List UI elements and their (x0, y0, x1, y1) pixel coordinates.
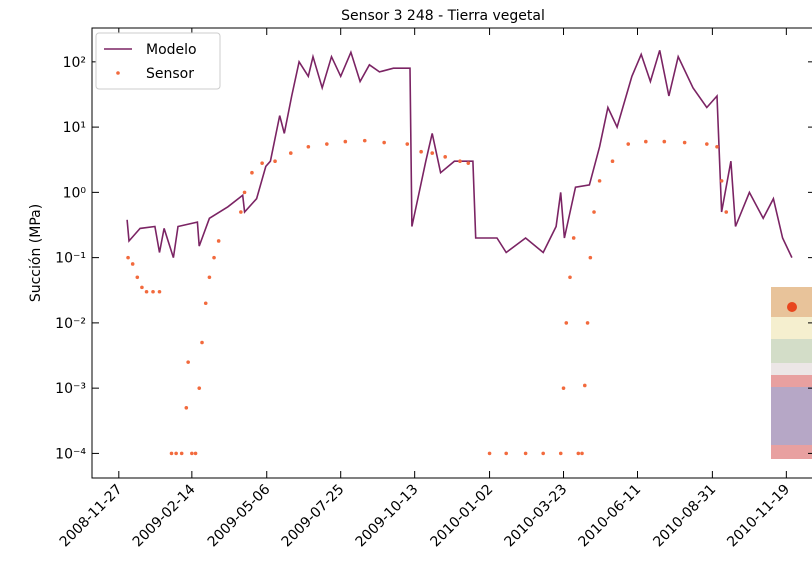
sensor-point (193, 451, 198, 456)
x-tick-label: 2009-10-13 (353, 482, 422, 551)
sensor-point (597, 179, 602, 183)
plot-frame (91, 27, 812, 479)
layer (771, 363, 812, 375)
sensor-point (239, 210, 243, 214)
sensor-point (582, 383, 587, 388)
sensor-point (405, 142, 410, 146)
sensor-point (466, 161, 471, 165)
sensor-point (184, 405, 189, 410)
chart-title: Sensor 3 248 - Tierra vegetal (341, 8, 545, 24)
legend: Modelo Sensor (95, 32, 221, 90)
x-tick-label: 2010-06-11 (575, 482, 644, 551)
sensor-point (662, 139, 667, 144)
y-tick-label: 10⁻⁴ (55, 446, 86, 462)
sensor-point (203, 301, 208, 306)
sensor-point (504, 451, 508, 456)
sensor-point (719, 179, 724, 183)
sensor-point (250, 170, 254, 175)
y-tick-label: 10⁻³ (55, 381, 86, 397)
sensor-point (487, 451, 492, 456)
layer (771, 317, 812, 339)
sensor-point (130, 262, 135, 266)
sensor-point (682, 140, 687, 145)
sensor-point (561, 386, 566, 390)
sensor-point (715, 144, 719, 149)
x-tick-label: 2009-07-25 (279, 482, 348, 551)
sensor-point (343, 139, 348, 144)
sensor-point (382, 140, 386, 145)
layer-marker (787, 302, 797, 312)
y-axis-label: Succión (MPa) (28, 204, 44, 302)
sensor-point (458, 159, 462, 164)
sensor-point (216, 239, 221, 243)
sensor-point (174, 451, 178, 456)
sensor-point (592, 210, 596, 214)
sensor-point (242, 190, 247, 195)
y-tick-label: 10¹ (63, 120, 86, 136)
layer (771, 445, 812, 459)
x-tick-label: 2009-02-14 (130, 481, 199, 550)
sensor-point (273, 159, 277, 164)
sensor-point (169, 451, 174, 456)
x-tick-label: 2008-11-27 (57, 482, 126, 551)
sensor-point (564, 321, 569, 325)
x-tick-label: 2010-08-31 (650, 482, 719, 551)
sensor-point (571, 236, 576, 240)
legend-box (95, 32, 221, 90)
sensor-point (325, 142, 329, 146)
sensor-point (140, 285, 144, 290)
sensor-point (588, 255, 593, 260)
layer (771, 339, 812, 363)
sensor-point (558, 451, 563, 456)
sensor-point (306, 144, 311, 149)
layer (771, 387, 812, 445)
sensor-point (190, 451, 194, 456)
sensor-point (419, 149, 423, 154)
layer (771, 287, 812, 317)
sensor-point (610, 159, 615, 164)
sensor-point (523, 451, 528, 456)
sensor-point (207, 275, 212, 280)
sensor-point (157, 289, 162, 294)
sensor-point (144, 289, 149, 294)
y-tick-label: 10² (63, 55, 86, 71)
y-tick-label: 10⁻¹ (55, 251, 86, 267)
sensor-point (541, 451, 545, 456)
x-tick-label: 2010-01-02 (428, 482, 497, 551)
sensor-point (626, 142, 631, 146)
sensor-point (362, 138, 367, 143)
sensor-point (705, 142, 709, 146)
layer (771, 375, 812, 387)
y-tick-label: 10⁰ (63, 185, 87, 201)
y-tick-label: 10⁻² (55, 316, 86, 332)
sensor-point (580, 451, 584, 456)
x-tick-label: 2009-05-06 (205, 481, 274, 550)
x-tick-label: 2010-11-19 (724, 482, 793, 551)
sensor-point (200, 340, 204, 345)
sensor-point (443, 155, 447, 159)
sensor-point (576, 451, 581, 456)
sensor-point (179, 451, 184, 456)
x-tick-label: 2010-03-23 (501, 482, 570, 551)
sensor-point (724, 210, 729, 214)
sensor-point (135, 275, 140, 280)
sensor-point (260, 161, 264, 165)
sensor-point (644, 139, 648, 144)
legend-label: Sensor (146, 66, 194, 82)
legend-dot (116, 71, 120, 75)
legend-label: Modelo (146, 42, 197, 58)
sensor-point (151, 289, 155, 294)
model-line (126, 49, 793, 258)
sensor-point (197, 386, 202, 390)
sensor-point (430, 151, 435, 155)
sensor-point (126, 255, 130, 260)
sensor-point (186, 360, 190, 364)
sensor-point (288, 151, 293, 155)
sensor-point (585, 321, 590, 325)
layer-widget (771, 287, 812, 459)
sensor-point (212, 255, 216, 260)
sensor-point (568, 275, 572, 280)
